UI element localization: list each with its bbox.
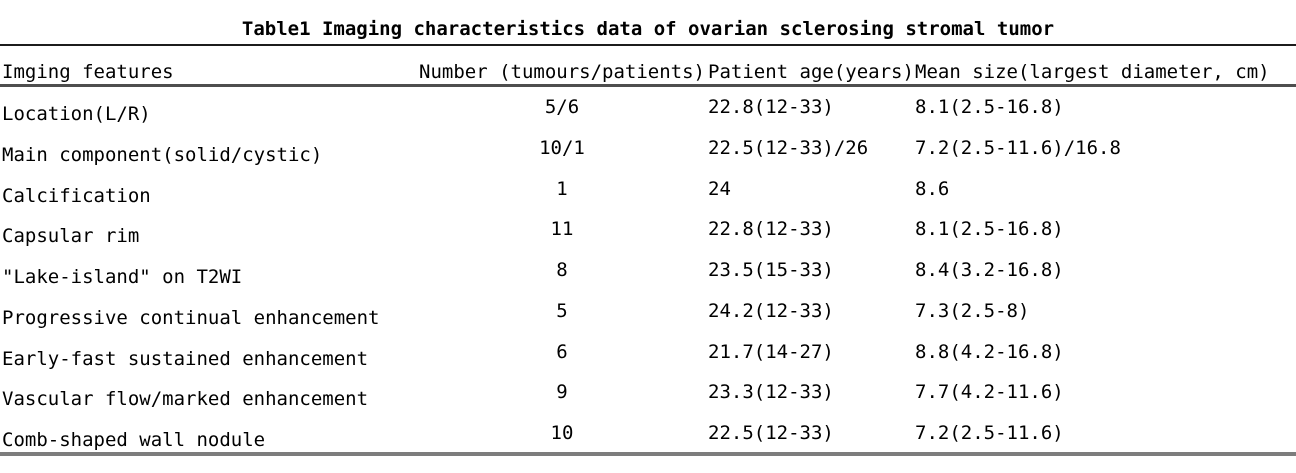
column-header-patient-age: Patient age(years) [708,61,914,83]
number-cell: 9 [556,381,568,404]
age-cell: 23.3(12-33) [708,381,834,404]
age-cell: 24.2(12-33) [708,299,834,322]
number-cell: 10/1 [539,136,585,159]
table-row: Main component(solid/cystic) 10/1 22.5(1… [0,137,1296,178]
number-cell: 5/6 [544,96,580,118]
size-cell: 7.2(2.5-11.6)/16.8 [915,136,1121,159]
table-header-row: Imging features Number (tumours/patients… [0,61,1296,85]
table-row: Early-fast sustained enhancement 6 21.7(… [0,341,1296,382]
size-cell: 7.3(2.5-8) [915,299,1030,322]
column-header-imaging-features: Imging features [2,61,174,83]
age-cell: 22.5(12-33)/26 [708,136,869,159]
table-bottom-rule [0,452,1296,456]
table-top-rule [0,44,1296,46]
feature-cell: Main component(solid/cystic) [2,143,323,166]
size-cell: 8.1(2.5-16.8) [915,96,1064,118]
number-cell: 11 [550,218,574,241]
table-row: "Lake-island" on T2WI 8 23.5(15-33) 8.4(… [0,259,1296,300]
table-row: Calcification 1 24 8.6 [0,178,1296,219]
size-cell: 8.6 [915,177,950,200]
feature-cell: Calcification [2,184,151,207]
size-cell: 7.2(2.5-11.6) [915,422,1064,444]
number-cell: 10 [550,422,574,444]
age-cell: 22.8(12-33) [708,218,834,241]
size-cell: 7.7(4.2-11.6) [915,381,1064,404]
table-title: Table1 Imaging characteristics data of o… [241,18,1055,40]
age-cell: 22.8(12-33) [708,96,834,118]
feature-cell: Vascular flow/marked enhancement [2,388,369,411]
feature-cell: Capsular rim [2,225,140,248]
age-cell: 21.7(14-27) [708,340,834,363]
number-cell: 6 [556,340,568,363]
table-row: Vascular flow/marked enhancement 9 23.3(… [0,381,1296,422]
feature-cell: Progressive continual enhancement [2,306,380,329]
header-underline-rule [0,84,1296,87]
number-cell: 8 [556,259,568,281]
feature-cell: "Lake-island" on T2WI [2,266,243,288]
size-cell: 8.4(3.2-16.8) [915,259,1064,281]
feature-cell: Location(L/R) [2,103,151,125]
age-cell: 23.5(15-33) [708,259,834,281]
table-row: Location(L/R) 5/6 22.8(12-33) 8.1(2.5-16… [0,96,1296,137]
table-row: Progressive continual enhancement 5 24.2… [0,300,1296,341]
age-cell: 24 [708,177,731,200]
number-cell: 5 [556,299,568,322]
size-cell: 8.8(4.2-16.8) [915,340,1064,363]
feature-cell: Early-fast sustained enhancement [2,347,369,370]
number-cell: 1 [556,177,568,200]
size-cell: 8.1(2.5-16.8) [915,218,1064,241]
column-header-number-tumours-patients: Number (tumours/patients) [419,61,705,83]
table-row: Capsular rim 11 22.8(12-33) 8.1(2.5-16.8… [0,218,1296,259]
age-cell: 22.5(12-33) [708,422,834,444]
column-header-mean-size: Mean size(largest diameter, cm) [915,61,1270,83]
table-row: Comb-shaped wall nodule 10 22.5(12-33) 7… [0,422,1296,463]
feature-cell: Comb-shaped wall nodule [2,429,266,451]
